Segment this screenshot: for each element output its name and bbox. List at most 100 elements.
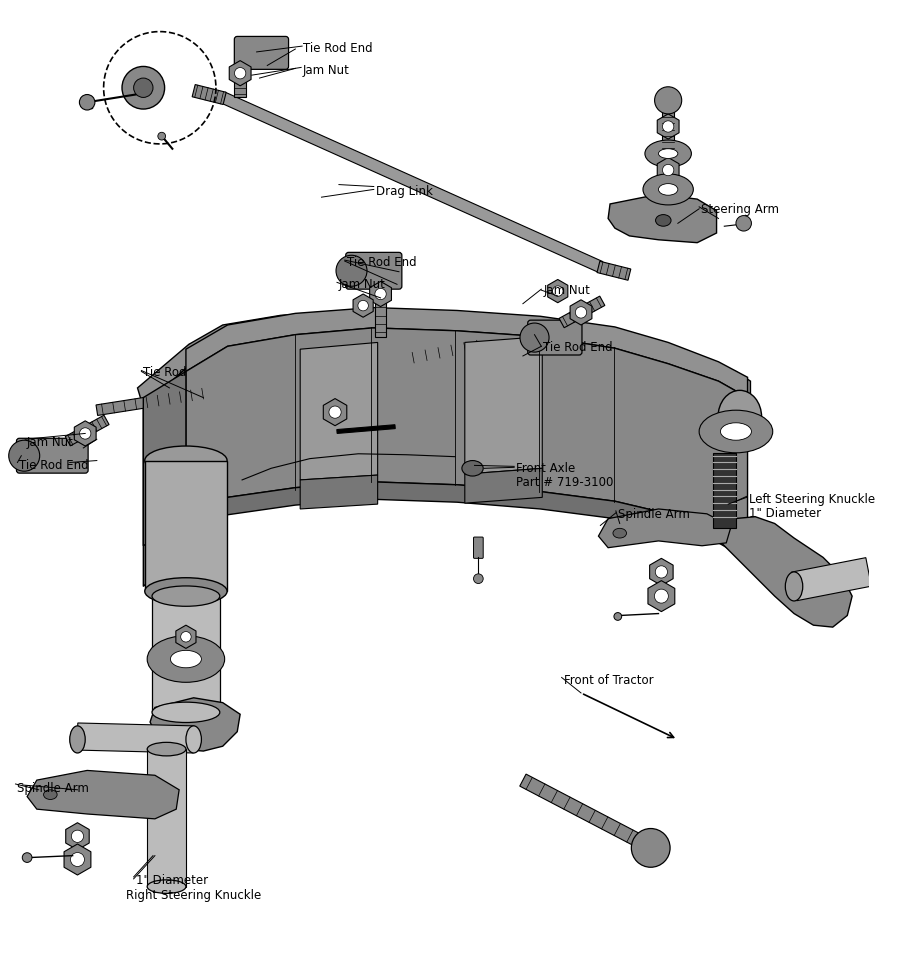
Polygon shape — [300, 343, 378, 480]
Ellipse shape — [785, 572, 803, 601]
Ellipse shape — [44, 790, 57, 799]
Text: 1" Diameter: 1" Diameter — [748, 507, 821, 520]
Polygon shape — [221, 92, 603, 272]
Circle shape — [520, 323, 549, 352]
Ellipse shape — [656, 215, 671, 226]
Text: Tie Rod End: Tie Rod End — [544, 342, 613, 354]
Polygon shape — [234, 67, 246, 97]
Circle shape — [663, 121, 674, 132]
Polygon shape — [207, 354, 407, 397]
Polygon shape — [519, 775, 652, 852]
Polygon shape — [375, 286, 387, 336]
Text: 1" Diameter: 1" Diameter — [135, 874, 208, 887]
FancyBboxPatch shape — [234, 36, 289, 70]
Polygon shape — [658, 158, 679, 182]
Polygon shape — [27, 771, 179, 818]
Polygon shape — [713, 453, 736, 528]
FancyBboxPatch shape — [16, 438, 88, 473]
Circle shape — [134, 78, 153, 97]
Polygon shape — [608, 194, 717, 243]
FancyBboxPatch shape — [345, 252, 402, 289]
Polygon shape — [144, 371, 186, 545]
Circle shape — [180, 631, 191, 642]
Polygon shape — [137, 310, 751, 407]
Polygon shape — [300, 475, 378, 509]
Text: Tie Rod End: Tie Rod End — [346, 256, 416, 269]
Circle shape — [375, 288, 387, 300]
Polygon shape — [189, 345, 736, 391]
Polygon shape — [176, 626, 196, 648]
Polygon shape — [548, 280, 568, 303]
Ellipse shape — [147, 880, 186, 893]
Ellipse shape — [613, 528, 626, 538]
Polygon shape — [662, 102, 674, 151]
Polygon shape — [65, 822, 89, 850]
Ellipse shape — [170, 650, 202, 668]
Circle shape — [575, 307, 587, 318]
Text: Spindle Arm: Spindle Arm — [618, 508, 690, 521]
Ellipse shape — [699, 411, 772, 453]
Ellipse shape — [147, 742, 186, 756]
Polygon shape — [323, 398, 347, 426]
Polygon shape — [715, 517, 852, 627]
Ellipse shape — [658, 183, 678, 195]
Text: Drag Link: Drag Link — [376, 184, 432, 198]
Polygon shape — [598, 509, 731, 548]
Circle shape — [234, 68, 246, 79]
Text: Jam Nut: Jam Nut — [544, 285, 590, 297]
Polygon shape — [147, 749, 186, 886]
FancyBboxPatch shape — [527, 320, 582, 355]
Circle shape — [663, 164, 674, 176]
Circle shape — [72, 830, 83, 842]
Ellipse shape — [462, 460, 483, 476]
Polygon shape — [64, 844, 91, 875]
Ellipse shape — [70, 726, 85, 753]
Ellipse shape — [718, 391, 762, 444]
Polygon shape — [186, 328, 747, 542]
Polygon shape — [353, 294, 373, 317]
Ellipse shape — [720, 423, 752, 440]
Polygon shape — [186, 482, 747, 560]
Polygon shape — [648, 581, 675, 611]
Polygon shape — [77, 723, 194, 753]
Polygon shape — [230, 60, 251, 86]
Polygon shape — [559, 296, 605, 328]
Text: Tie Rod: Tie Rod — [144, 366, 187, 378]
Polygon shape — [570, 300, 592, 325]
Text: Part # 719-3100: Part # 719-3100 — [516, 476, 614, 489]
Circle shape — [655, 87, 682, 114]
Polygon shape — [150, 698, 240, 751]
Text: Front of Tractor: Front of Tractor — [563, 673, 653, 687]
Circle shape — [71, 853, 84, 866]
Text: Tie Rod End: Tie Rod End — [303, 42, 373, 55]
Polygon shape — [791, 558, 871, 601]
Polygon shape — [192, 85, 226, 104]
Ellipse shape — [643, 174, 693, 205]
FancyBboxPatch shape — [474, 537, 483, 559]
Circle shape — [614, 612, 622, 621]
Ellipse shape — [152, 702, 220, 723]
Polygon shape — [145, 460, 227, 591]
Polygon shape — [65, 415, 109, 446]
Ellipse shape — [147, 636, 224, 682]
Circle shape — [336, 255, 367, 286]
Polygon shape — [405, 339, 485, 364]
Ellipse shape — [152, 586, 220, 606]
Circle shape — [158, 133, 166, 140]
Circle shape — [474, 574, 483, 584]
Circle shape — [80, 95, 95, 110]
Polygon shape — [658, 114, 679, 139]
Text: Spindle Arm: Spindle Arm — [17, 782, 90, 796]
Polygon shape — [465, 336, 543, 474]
Text: Right Steering Knuckle: Right Steering Knuckle — [126, 888, 261, 902]
Ellipse shape — [658, 149, 678, 159]
Ellipse shape — [186, 726, 202, 753]
Polygon shape — [465, 468, 543, 503]
Polygon shape — [152, 596, 220, 712]
Ellipse shape — [645, 140, 692, 167]
Circle shape — [655, 589, 668, 604]
Polygon shape — [649, 559, 673, 585]
Text: Jam Nut: Jam Nut — [303, 64, 350, 76]
Circle shape — [80, 428, 91, 439]
Circle shape — [9, 440, 39, 471]
